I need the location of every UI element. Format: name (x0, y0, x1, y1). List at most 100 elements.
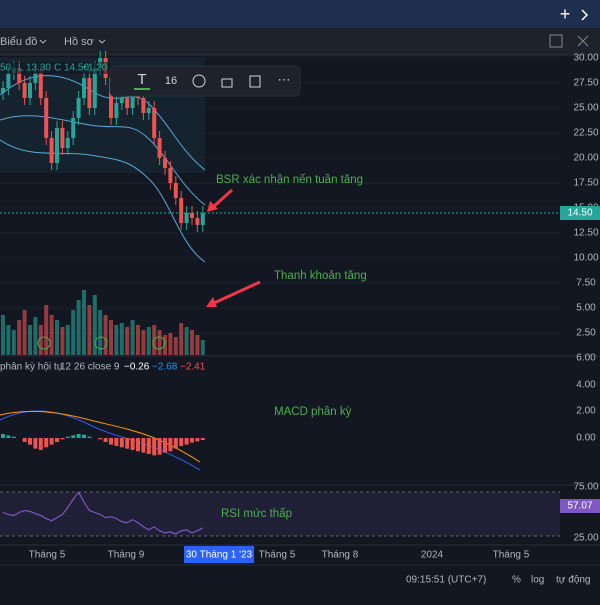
marker (152, 336, 166, 350)
time-axis: Tháng 5 Tháng 9 30 Tháng 1 '23 Tháng 5 Tháng… (29, 550, 530, 561)
annotation: MACD phân kỳ (274, 406, 352, 418)
hist-bar (173, 438, 178, 449)
hist-bar (11, 436, 16, 438)
hist-bar (125, 438, 130, 449)
volume-bar (38, 325, 43, 355)
price-tick: 12.50 (573, 228, 598, 239)
arrow (210, 188, 234, 210)
candle (119, 98, 124, 103)
rsi-line (2, 490, 204, 535)
rsi-tick: 75.00 (573, 482, 598, 493)
hist-bar (190, 438, 194, 443)
delete-icon[interactable] (249, 75, 261, 88)
candle (1, 88, 5, 93)
candle (82, 78, 86, 98)
macd-params: 12 26 close 9 (60, 362, 120, 373)
hist-bar (109, 438, 113, 445)
candle (163, 158, 167, 168)
price-axis: 30.0027.5025.0022.5020.0017.5015.0012.50… (573, 53, 598, 544)
candle (173, 183, 178, 198)
macd-hist: −2.41 (180, 362, 206, 373)
hist-bar (82, 434, 86, 438)
candle (55, 128, 59, 163)
candle (65, 138, 70, 148)
time-tick: Tháng 5 (29, 550, 66, 561)
more-icon[interactable]: ··· (278, 71, 291, 86)
arrow-head (206, 297, 217, 307)
volume-bar (184, 327, 189, 355)
auto-toggle[interactable]: tự động (556, 575, 591, 586)
marker (94, 336, 108, 350)
lock-icon[interactable] (221, 78, 233, 88)
candle (60, 128, 65, 148)
hist-bar (6, 435, 11, 438)
volume-bar (173, 337, 178, 355)
hist-bar (114, 438, 119, 446)
hist-bar (163, 438, 167, 453)
candle (49, 138, 54, 163)
log-toggle[interactable]: log (531, 575, 544, 586)
volume-bar (22, 310, 27, 355)
price-tick: 25.00 (573, 103, 598, 114)
candle (87, 78, 92, 108)
price-tick: 2.50 (576, 328, 596, 339)
volume-bar (168, 333, 173, 355)
profile-menu[interactable]: Hồ sơ (64, 36, 94, 48)
hist-bar (71, 435, 76, 438)
volume-bar (119, 323, 124, 355)
candle (44, 98, 49, 138)
hist-bar (65, 436, 70, 438)
hist-bar (1, 434, 5, 438)
chart-menu[interactable]: Biểu đồ (0, 36, 37, 48)
arrow-head (207, 201, 218, 212)
rsi-last: 57.07 (567, 501, 592, 512)
hist-bar (49, 438, 54, 445)
volume-bar (146, 327, 151, 355)
chevron (98, 39, 106, 44)
text-tool[interactable]: T (137, 71, 146, 88)
volume-bar (92, 295, 97, 355)
volume-bar (141, 330, 146, 355)
candle (190, 213, 194, 218)
menu-arrow[interactable] (581, 9, 589, 21)
settings-icon[interactable] (192, 74, 206, 88)
hist-bar (60, 438, 65, 440)
candle (71, 118, 76, 138)
volume-bar (28, 325, 32, 355)
fullscreen-icon[interactable] (549, 34, 563, 48)
price-tick: 22.50 (573, 128, 598, 139)
hist-bar (33, 438, 38, 449)
hist-bar (28, 438, 32, 445)
volume-bar (179, 323, 184, 355)
price-tick: 17.50 (573, 178, 598, 189)
hist-bar (22, 438, 27, 442)
hist-bar (119, 438, 124, 448)
add-tab[interactable]: + (560, 4, 571, 24)
candle (33, 73, 38, 83)
volume-bar (195, 335, 200, 355)
volume-bar (33, 317, 38, 355)
candle (200, 213, 205, 225)
hist-bar (195, 438, 200, 442)
macd-value: −0.26 (124, 362, 150, 373)
hist-bar (179, 438, 184, 446)
macd-name: phân kỳ hội tụ (0, 362, 62, 373)
candle (114, 103, 119, 118)
earnings-markers (37, 336, 166, 350)
percent-toggle[interactable]: % (512, 575, 521, 586)
price-tick: 10.00 (573, 253, 598, 264)
hist-bar (146, 438, 151, 454)
candle (28, 83, 32, 98)
time-tick: Tháng 5 (493, 550, 530, 561)
hist-bar (152, 438, 157, 456)
chevron (39, 39, 47, 44)
volume-bar (200, 340, 205, 355)
macd-tick: 0.00 (576, 433, 596, 444)
time-tick: Tháng 9 (108, 550, 145, 561)
legend-low: L 13.30 (18, 63, 51, 74)
last-price-box (560, 206, 600, 220)
font-size[interactable]: 16 (165, 75, 177, 87)
volume-bar (136, 325, 140, 355)
volume-bar (55, 320, 59, 355)
snapshot-icon[interactable] (577, 35, 589, 47)
